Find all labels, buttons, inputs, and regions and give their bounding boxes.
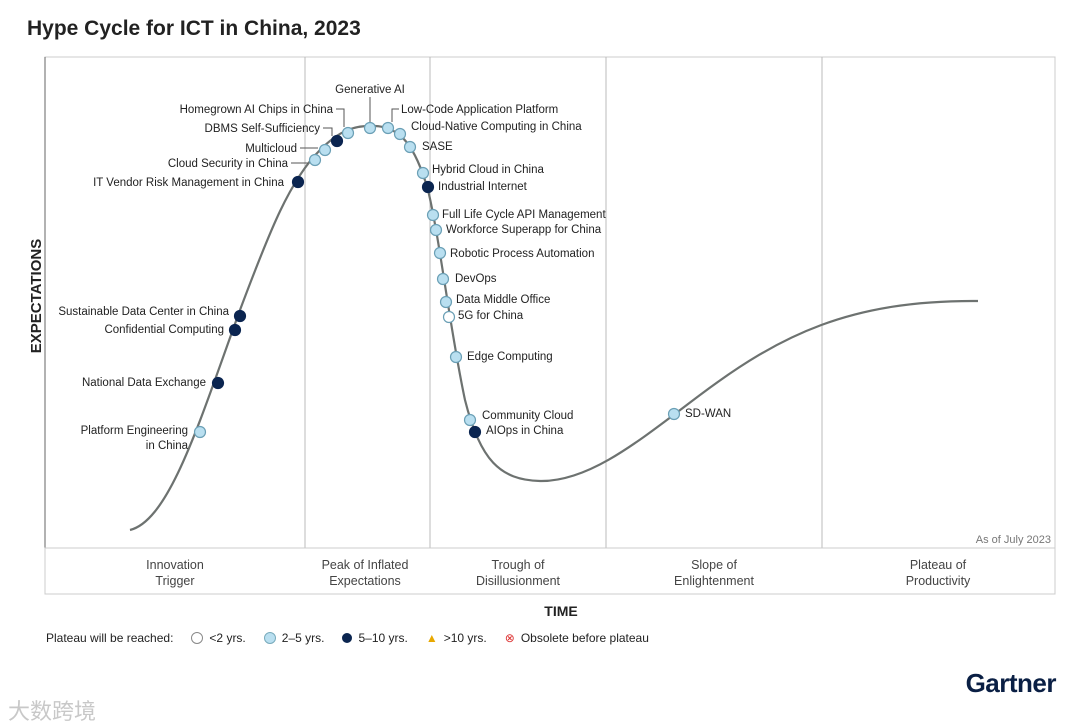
chart-title: Hype Cycle for ICT in China, 2023 bbox=[27, 17, 361, 40]
legend-entry: 2–5 yrs. bbox=[281, 631, 325, 645]
tech-point bbox=[442, 310, 456, 324]
phase-label: Disillusionment bbox=[476, 574, 561, 588]
tech-label: Industrial Internet bbox=[438, 181, 528, 193]
tech-point bbox=[439, 295, 453, 309]
tech-point bbox=[363, 121, 377, 135]
tech-point bbox=[233, 309, 247, 323]
tech-label: Confidential Computing bbox=[104, 324, 224, 336]
legend-entry: Obsolete before plateau bbox=[520, 631, 649, 645]
leader-line bbox=[391, 108, 399, 122]
tech-label: Workforce Superapp for China bbox=[446, 224, 602, 236]
legend-lightblue-circle-icon bbox=[263, 632, 276, 644]
tech-point bbox=[416, 166, 430, 180]
tech-point bbox=[426, 208, 440, 222]
tech-point bbox=[193, 425, 207, 439]
tech-point bbox=[436, 272, 450, 286]
legend-obsolete-icon: ⊗ bbox=[504, 631, 515, 645]
phase-label: Trigger bbox=[155, 574, 194, 588]
tech-label: National Data Exchange bbox=[82, 377, 206, 389]
y-axis-label: EXPECTATIONS bbox=[28, 239, 45, 353]
legend-entry: <2 yrs. bbox=[209, 631, 246, 645]
tech-point bbox=[393, 127, 407, 141]
watermark: 大数跨境 bbox=[8, 699, 97, 724]
legend-navy-circle-icon bbox=[342, 633, 353, 643]
tech-point bbox=[330, 134, 344, 148]
x-axis-label: TIME bbox=[544, 603, 577, 619]
tech-label: Sustainable Data Center in China bbox=[58, 306, 229, 318]
tech-point bbox=[228, 323, 242, 337]
legend-white-circle-icon bbox=[191, 632, 204, 644]
tech-label: Generative AI bbox=[335, 84, 405, 96]
tech-point bbox=[211, 376, 225, 390]
tech-label: Cloud-Native Computing in China bbox=[411, 121, 582, 133]
tech-label: Edge Computing bbox=[467, 351, 553, 363]
tech-point bbox=[308, 153, 322, 167]
tech-label: Data Middle Office bbox=[456, 294, 550, 306]
tech-label: DBMS Self-Sufficiency bbox=[205, 123, 321, 135]
tech-label: Low-Code Application Platform bbox=[401, 104, 558, 116]
tech-point bbox=[463, 413, 477, 427]
tech-label: IT Vendor Risk Management in China bbox=[93, 177, 285, 189]
tech-point bbox=[449, 350, 463, 364]
phase-label: Plateau of bbox=[910, 558, 967, 572]
tech-label: Cloud Security in China bbox=[168, 158, 289, 170]
tech-label: Homegrown AI Chips in China bbox=[180, 104, 334, 116]
legend-triangle-icon: ▲ bbox=[425, 631, 438, 645]
phase-label: Productivity bbox=[906, 574, 971, 588]
tech-label: 5G for China bbox=[458, 310, 524, 322]
phase-label: Trough of bbox=[491, 558, 545, 572]
phase-label: Enlightenment bbox=[674, 574, 754, 588]
legend-entry: >10 yrs. bbox=[443, 631, 487, 645]
tech-point bbox=[381, 121, 395, 135]
legend-prefix: Plateau will be reached: bbox=[46, 631, 174, 645]
phase-label: Expectations bbox=[329, 574, 401, 588]
tech-point bbox=[318, 143, 332, 157]
leader-line bbox=[323, 127, 333, 136]
tech-label: Full Life Cycle API Management bbox=[442, 209, 606, 221]
tech-point bbox=[667, 407, 681, 421]
tech-point bbox=[341, 126, 355, 140]
tech-label: SASE bbox=[422, 141, 453, 153]
tech-label: Community Cloud bbox=[482, 410, 573, 422]
tech-label: AIOps in China bbox=[486, 425, 564, 437]
tech-point bbox=[403, 140, 417, 154]
tech-point bbox=[433, 246, 447, 260]
tech-point bbox=[468, 425, 482, 439]
tech-label: DevOps bbox=[455, 273, 497, 285]
tech-label: Robotic Process Automation bbox=[450, 248, 594, 260]
tech-label: Hybrid Cloud in China bbox=[432, 164, 544, 176]
phase-dividers bbox=[304, 57, 823, 548]
phase-label: Peak of Inflated bbox=[322, 558, 409, 572]
gartner-logo: Gartner bbox=[965, 668, 1057, 698]
legend-entry: 5–10 yrs. bbox=[358, 631, 408, 645]
tech-label: SD-WAN bbox=[685, 408, 731, 420]
phase-label: Innovation bbox=[146, 558, 204, 572]
tech-point bbox=[429, 223, 443, 237]
phase-band bbox=[44, 547, 1056, 595]
tech-point bbox=[291, 175, 305, 189]
leader-line bbox=[336, 108, 345, 127]
as-of-note: As of July 2023 bbox=[976, 534, 1051, 546]
legend: Plateau will be reached: <2 yrs. 2–5 yrs… bbox=[46, 631, 649, 645]
phase-label: Slope of bbox=[691, 558, 737, 572]
tech-label: Multicloud bbox=[245, 143, 297, 155]
tech-label: Platform Engineering in China bbox=[81, 425, 189, 452]
tech-point bbox=[421, 180, 435, 194]
